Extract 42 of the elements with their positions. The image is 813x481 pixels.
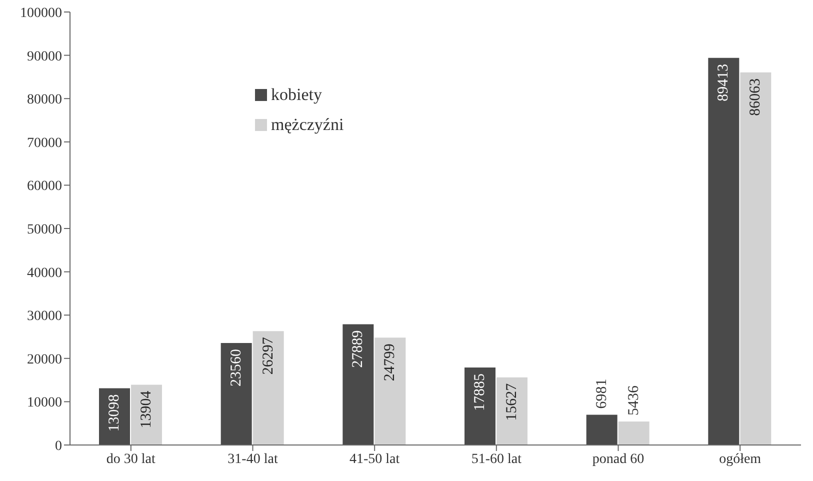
data-label: 13904 [138, 390, 154, 428]
data-label: 6981 [594, 378, 610, 409]
y-tick-label: 80000 [27, 92, 62, 108]
y-tick-label: 60000 [27, 179, 62, 194]
y-tick-label: 100000 [20, 6, 62, 21]
y-tick-label: 0 [55, 438, 62, 454]
bar [708, 58, 740, 445]
data-label: 23560 [228, 348, 244, 386]
bar [220, 342, 252, 445]
data-label: 13098 [106, 394, 122, 432]
data-label: 89413 [716, 64, 732, 102]
x-tick-label: 51-60 lat [471, 452, 522, 467]
y-tick-label: 20000 [27, 352, 62, 368]
x-tick-label: 31-40 lat [228, 452, 278, 467]
data-label: 26297 [260, 336, 276, 375]
bar [342, 324, 374, 445]
y-tick-label: 10000 [27, 396, 62, 411]
bar [464, 368, 496, 445]
bar [496, 377, 528, 445]
y-tick-label: 50000 [27, 222, 62, 238]
legend-label: kobiety [271, 84, 322, 106]
data-label: 24799 [382, 344, 398, 382]
bar [252, 331, 284, 445]
bar [618, 421, 650, 445]
y-tick-label: 30000 [27, 309, 62, 324]
y-tick-label: 90000 [27, 49, 62, 64]
bar [740, 72, 772, 445]
bar [374, 338, 406, 445]
x-tick-label: do 30 lat [106, 452, 156, 467]
data-label: 86063 [748, 78, 764, 116]
data-label: 15627 [504, 382, 520, 421]
data-label: 27889 [350, 330, 366, 368]
bar [131, 384, 162, 445]
data-label: 5436 [626, 384, 642, 416]
bar [586, 414, 618, 445]
x-tick-label: 41-50 lat [350, 452, 400, 467]
legend-label: mężczyźni [271, 114, 344, 136]
x-tick-label: ogółem [719, 452, 762, 467]
y-tick-label: 70000 [27, 136, 62, 151]
x-tick-label: ponad 60 [592, 452, 644, 467]
data-label: 17885 [472, 374, 488, 412]
y-tick-label: 40000 [27, 266, 62, 281]
